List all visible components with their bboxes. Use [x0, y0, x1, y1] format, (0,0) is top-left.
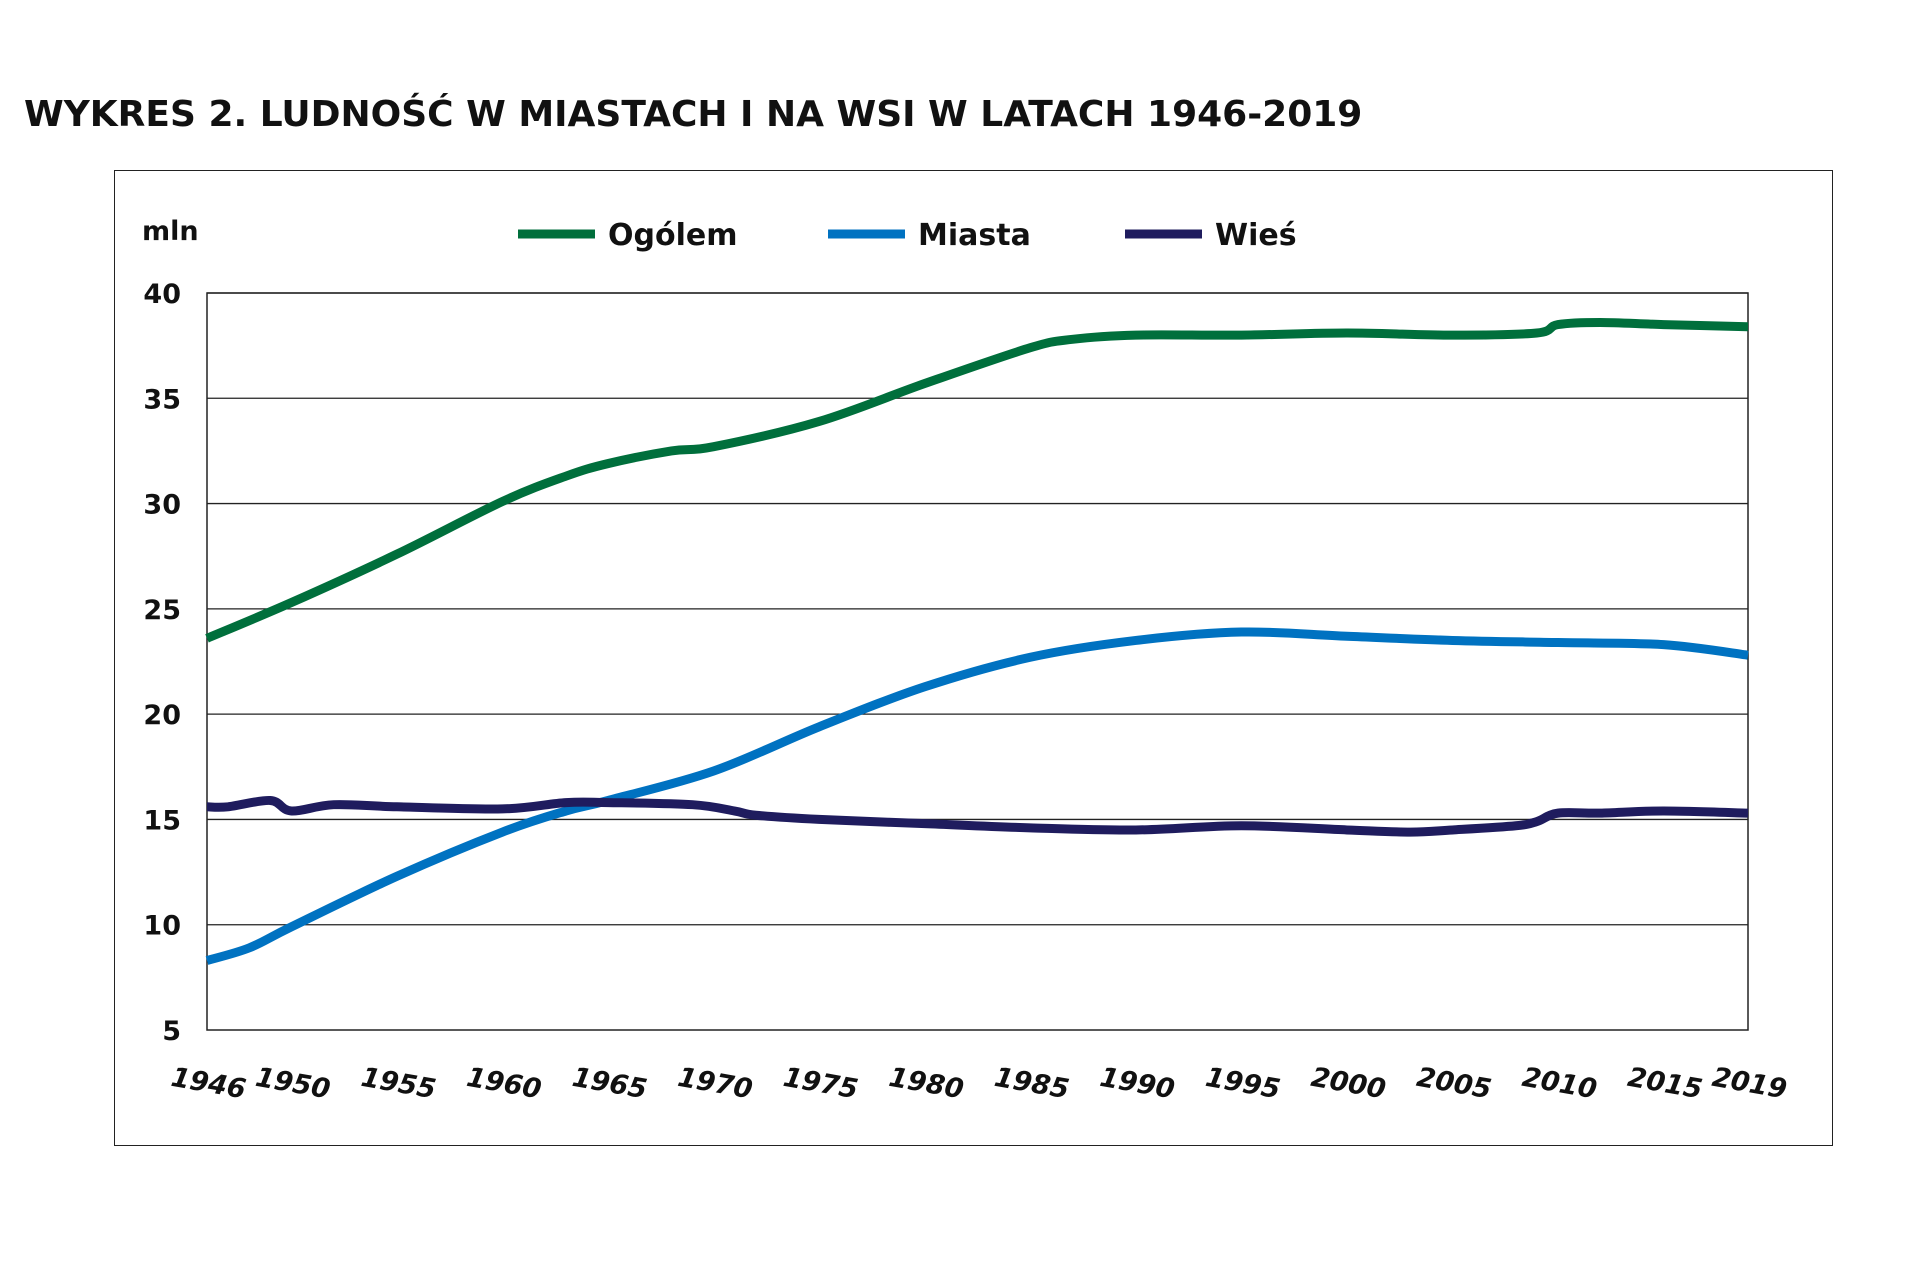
x-tick-label: 1975 — [781, 1062, 860, 1106]
x-tick-label: 2010 — [1520, 1062, 1599, 1106]
chart-frame — [114, 170, 1833, 1146]
x-tick-label: 2005 — [1414, 1062, 1493, 1106]
y-tick-label: 20 — [143, 700, 181, 731]
x-tick-label: 2000 — [1309, 1062, 1388, 1106]
y-tick-label: 25 — [143, 595, 181, 626]
legend-label: Miasta — [918, 218, 1031, 253]
x-tick-label: 1980 — [887, 1062, 966, 1106]
y-tick-label: 10 — [143, 911, 181, 942]
x-tick-label: 1995 — [1203, 1062, 1282, 1106]
legend-label: Ogólem — [608, 218, 737, 253]
y-tick-label: 40 — [143, 279, 181, 310]
x-tick-label: 1955 — [359, 1062, 438, 1106]
x-tick-label: 1950 — [253, 1062, 332, 1106]
chart-title: WYKRES 2. LUDNOŚĆ W MIASTACH I NA WSI W … — [24, 94, 1363, 135]
x-tick-label: 1990 — [1098, 1062, 1177, 1106]
y-tick-label: 30 — [143, 490, 181, 521]
x-tick-label: 2019 — [1710, 1062, 1789, 1106]
x-tick-label: 2015 — [1625, 1062, 1704, 1106]
x-tick-label: 1970 — [675, 1062, 754, 1106]
y-tick-label: 5 — [162, 1016, 181, 1047]
x-tick-label: 1965 — [570, 1062, 649, 1106]
plot-area — [206, 292, 1749, 1031]
x-tick-label: 1960 — [464, 1062, 543, 1106]
legend-label: Wieś — [1215, 218, 1297, 253]
x-tick-label: 1985 — [992, 1062, 1071, 1106]
y-axis-unit: mln — [142, 216, 199, 247]
y-tick-label: 35 — [143, 384, 181, 415]
x-tick-label: 1946 — [169, 1062, 248, 1106]
series-line-ogólem — [205, 317, 1749, 643]
series-line-wieś — [206, 795, 1749, 837]
y-tick-label: 15 — [143, 805, 181, 836]
series-line-miasta — [205, 627, 1749, 965]
